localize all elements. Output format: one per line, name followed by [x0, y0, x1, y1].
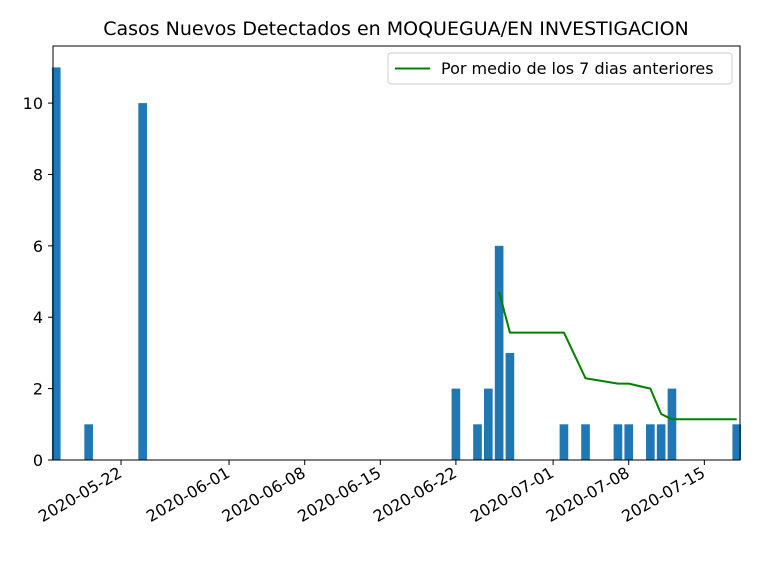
bar-2020-07-08 [624, 424, 634, 460]
bar-2020-06-25 [483, 388, 493, 460]
series-line-0 [498, 291, 737, 421]
y-tick-label-0: 0 [33, 451, 43, 470]
bar-2020-07-18 [732, 424, 742, 460]
y-tick-label-10: 10 [23, 94, 43, 113]
bar-2020-06-27 [505, 352, 515, 460]
plot-frame [52, 45, 741, 461]
bars-layer [51, 67, 742, 461]
legend-label: Por medio de los 7 dias anteriores [441, 59, 714, 78]
y-tick-label-2: 2 [33, 380, 43, 399]
bar-2020-07-11 [656, 424, 666, 460]
bar-2020-07-02 [559, 424, 569, 460]
y-tick-label-8: 8 [33, 165, 43, 184]
bar-2020-07-04 [581, 424, 590, 460]
legend: Por medio de los 7 dias anteriores [387, 52, 733, 85]
bar-2020-06-24 [473, 424, 482, 460]
y-tick-label-4: 4 [33, 308, 43, 327]
bar-2020-05-16 [51, 67, 61, 461]
chart-title: Casos Nuevos Detectados en MOQUEGUA/EN I… [103, 18, 689, 40]
bar-2020-07-10 [646, 424, 655, 460]
bar-2020-05-19 [84, 424, 93, 460]
legend-box [387, 52, 733, 85]
line-layer [498, 291, 737, 421]
bar-2020-05-24 [138, 103, 147, 460]
y-tick-label-6: 6 [33, 237, 43, 256]
bar-2020-06-26 [494, 245, 504, 460]
bar-2020-07-07 [613, 424, 623, 460]
bar-2020-06-22 [451, 388, 461, 460]
bar-2020-07-12 [667, 388, 677, 460]
